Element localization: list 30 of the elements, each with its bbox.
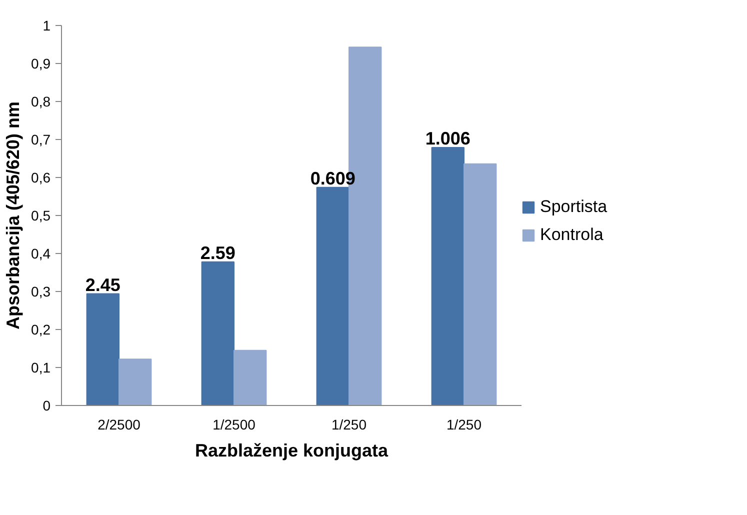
y-tick-label: 0: [42, 398, 51, 414]
bar: [316, 186, 350, 406]
bar: [118, 358, 152, 406]
annotation: 0.609: [310, 168, 356, 188]
x-tick-label: 1/250: [446, 416, 482, 432]
y-axis-title: Apsorbancija (405/620) nm: [3, 101, 24, 330]
x-tick-label: 1/250: [331, 416, 367, 432]
legend-label: Sportista: [540, 197, 608, 217]
x-axis-title: Razblaženje konjugata: [194, 440, 390, 460]
bar: [86, 293, 120, 406]
y-tick-label: 0,6: [31, 170, 51, 186]
bar: [431, 146, 464, 406]
y-tick-label: 0,1: [31, 360, 51, 376]
x-tick-label: 2/2500: [98, 416, 141, 432]
y-tick-label: 0,3: [31, 284, 51, 300]
y-tick-label: 0,4: [31, 246, 51, 262]
annotation: 2.59: [200, 242, 236, 263]
y-tick-label: 0,9: [31, 56, 51, 72]
y-tick-label: 1: [42, 18, 51, 34]
y-tick-label: 0,7: [31, 132, 51, 148]
bar: [234, 350, 267, 406]
y-tick-label: 0,2: [31, 322, 51, 338]
annotation: 2.45: [85, 274, 120, 295]
legend-label: Kontrola: [540, 225, 604, 245]
bar: [201, 261, 234, 406]
bar: [464, 163, 497, 406]
y-tick-label: 0,8: [31, 94, 51, 110]
x-tick-label: 1/2500: [212, 416, 256, 432]
annotation: 1.006: [425, 128, 470, 148]
y-tick-label: 0,5: [31, 208, 51, 224]
